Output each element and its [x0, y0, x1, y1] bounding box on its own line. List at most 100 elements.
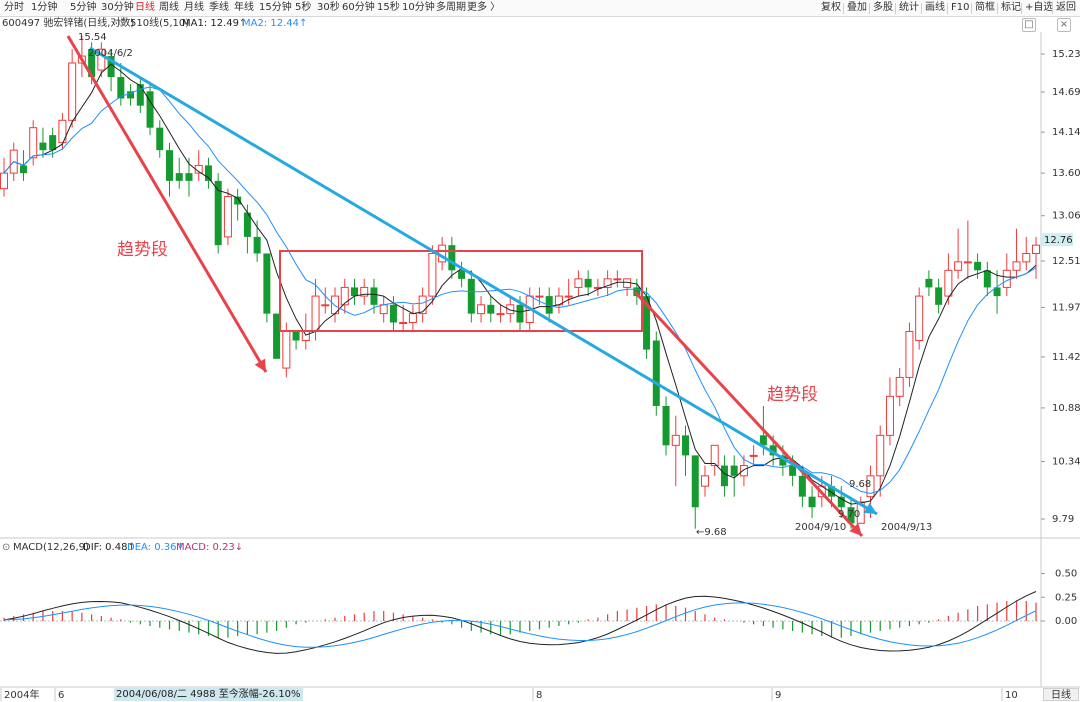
- tool-button-2[interactable]: 多股: [873, 2, 893, 13]
- date-tick-label: 10: [1005, 690, 1018, 701]
- status-readout: 2004/06/08/二 4988 至今涨幅-26.10%: [114, 688, 303, 701]
- timeframe-7[interactable]: 季线: [209, 2, 229, 13]
- candle-body-down: [292, 331, 300, 341]
- timeframe-1[interactable]: 1分钟: [31, 2, 58, 13]
- price-tick-label: 15.23: [1052, 49, 1080, 60]
- candle-body-down: [487, 304, 495, 314]
- candle-body-down: [720, 465, 728, 487]
- tool-button-3[interactable]: 统计: [899, 2, 919, 13]
- tool-button-8[interactable]: +自选: [1025, 2, 1054, 13]
- settings-icon[interactable]: ⊙: [118, 18, 127, 29]
- price-tick-label: 10.88: [1052, 403, 1080, 414]
- candle-body-up: [574, 278, 583, 288]
- close-icon[interactable]: ×: [1057, 18, 1071, 32]
- candle-body-down: [516, 304, 524, 323]
- candle-body-up: [700, 475, 709, 487]
- candle-body-down: [691, 455, 699, 508]
- timeframe-3[interactable]: 30分钟: [101, 2, 134, 13]
- tool-button-1[interactable]: 叠加: [847, 2, 867, 13]
- candle-body-down: [828, 486, 836, 497]
- candle-body-down: [234, 196, 242, 205]
- candle-body-down: [662, 405, 670, 446]
- maximize-icon[interactable]: □: [1022, 18, 1036, 32]
- candle-body-down: [146, 91, 154, 128]
- tool-button-0[interactable]: 复权: [821, 2, 841, 13]
- timeframe-11[interactable]: 30秒: [317, 2, 340, 13]
- candle-body-down: [185, 173, 193, 181]
- candle-body-up: [710, 444, 719, 467]
- candle-body-down: [935, 287, 943, 305]
- current-price-label: 12.76: [1044, 235, 1073, 246]
- candle-body-down: [49, 135, 57, 151]
- candle-body-up: [963, 261, 972, 264]
- candle-body-down: [448, 245, 456, 271]
- candle-body-up: [915, 295, 924, 341]
- price-tick-label: 13.06: [1052, 211, 1080, 222]
- period-button[interactable]: 日线: [1043, 688, 1079, 701]
- tool-separator: [997, 3, 998, 14]
- candle-body-up: [379, 304, 388, 315]
- trend-arrow-blue-head: [863, 502, 877, 514]
- macd-settings-icon[interactable]: ⊙: [2, 542, 11, 553]
- candle-body-up: [866, 475, 875, 498]
- candle-body-down: [730, 465, 738, 476]
- trend-arrow-red-2-head: [849, 523, 862, 536]
- macd-dif: DIF: 0.48↑: [83, 542, 136, 553]
- candle-body-up: [360, 286, 369, 297]
- ma1-value: MA1: 12.49↑: [182, 18, 248, 29]
- tool-button-7[interactable]: 标记: [1001, 2, 1021, 13]
- candle-body-down: [808, 496, 816, 508]
- tool-separator: [843, 3, 844, 14]
- low-marker-1: ←9.68: [696, 527, 727, 538]
- macd-title: MACD(12,26,9): [13, 542, 89, 553]
- candle-body-down: [214, 180, 222, 246]
- timeframe-2[interactable]: 5分钟: [70, 2, 97, 13]
- timeframe-16[interactable]: 更多 〉: [467, 2, 501, 13]
- candle-body-up: [408, 313, 417, 324]
- macd-info-bar: ⊙ MACD(12,26,9) DIF: 0.48↑ DEA: 0.36↑ MA…: [0, 541, 1040, 555]
- candle-body-down: [127, 91, 135, 99]
- timeframe-0[interactable]: 分时: [4, 2, 24, 13]
- candle-body-up: [885, 395, 894, 436]
- date-tick-label: 8: [536, 690, 542, 701]
- timeframe-8[interactable]: 年线: [234, 2, 254, 13]
- timeframe-9[interactable]: 15分钟: [259, 2, 292, 13]
- candle-body-up: [739, 465, 748, 477]
- tool-separator: [971, 3, 972, 14]
- candle-body-down: [974, 261, 982, 271]
- candle-body-down: [467, 278, 475, 314]
- trend-arrow-red-1-head: [254, 358, 266, 372]
- candle-body-up: [613, 278, 622, 281]
- price-info-bar: 600497 驰宏锌锗(日线,对数) ⊙ 510线(5,10) MA1: 12.…: [0, 17, 1040, 31]
- candle-body-up: [321, 304, 330, 307]
- candle-body-up: [418, 295, 427, 315]
- timeframe-10[interactable]: 5秒: [295, 2, 312, 13]
- candle-body-up: [399, 322, 408, 325]
- tool-button-5[interactable]: F10: [951, 2, 970, 13]
- candle-body-down: [136, 84, 144, 106]
- trend-label-2: 趋势段: [767, 385, 818, 405]
- candle-body-up: [603, 278, 612, 288]
- trend-arrow-red-2: [633, 290, 864, 538]
- timeframe-5[interactable]: 周线: [159, 2, 179, 13]
- candle-body-down: [983, 270, 991, 288]
- candle-body-down: [798, 475, 806, 497]
- tool-button-4[interactable]: 画线: [925, 2, 945, 13]
- macd-tick-label: 0.00: [1055, 616, 1077, 627]
- timeframe-12[interactable]: 60分钟: [342, 2, 375, 13]
- candle-body-down: [759, 435, 767, 446]
- timeframe-13[interactable]: 15秒: [377, 2, 400, 13]
- candle-body-up: [29, 127, 38, 159]
- timeframe-6[interactable]: 月线: [184, 2, 204, 13]
- candle-body-down: [643, 296, 651, 350]
- high-value-label: 15.54: [78, 32, 107, 43]
- timeframe-15[interactable]: 多周期: [436, 2, 466, 13]
- timeframe-4[interactable]: 日线: [135, 2, 155, 13]
- candle-body-down: [779, 455, 787, 466]
- candle-body-up: [477, 304, 486, 315]
- candle-body-up: [876, 434, 885, 477]
- tool-button-9[interactable]: 返回: [1056, 2, 1076, 13]
- timeframe-14[interactable]: 10分钟: [402, 2, 435, 13]
- tool-button-6[interactable]: 简框: [975, 2, 995, 13]
